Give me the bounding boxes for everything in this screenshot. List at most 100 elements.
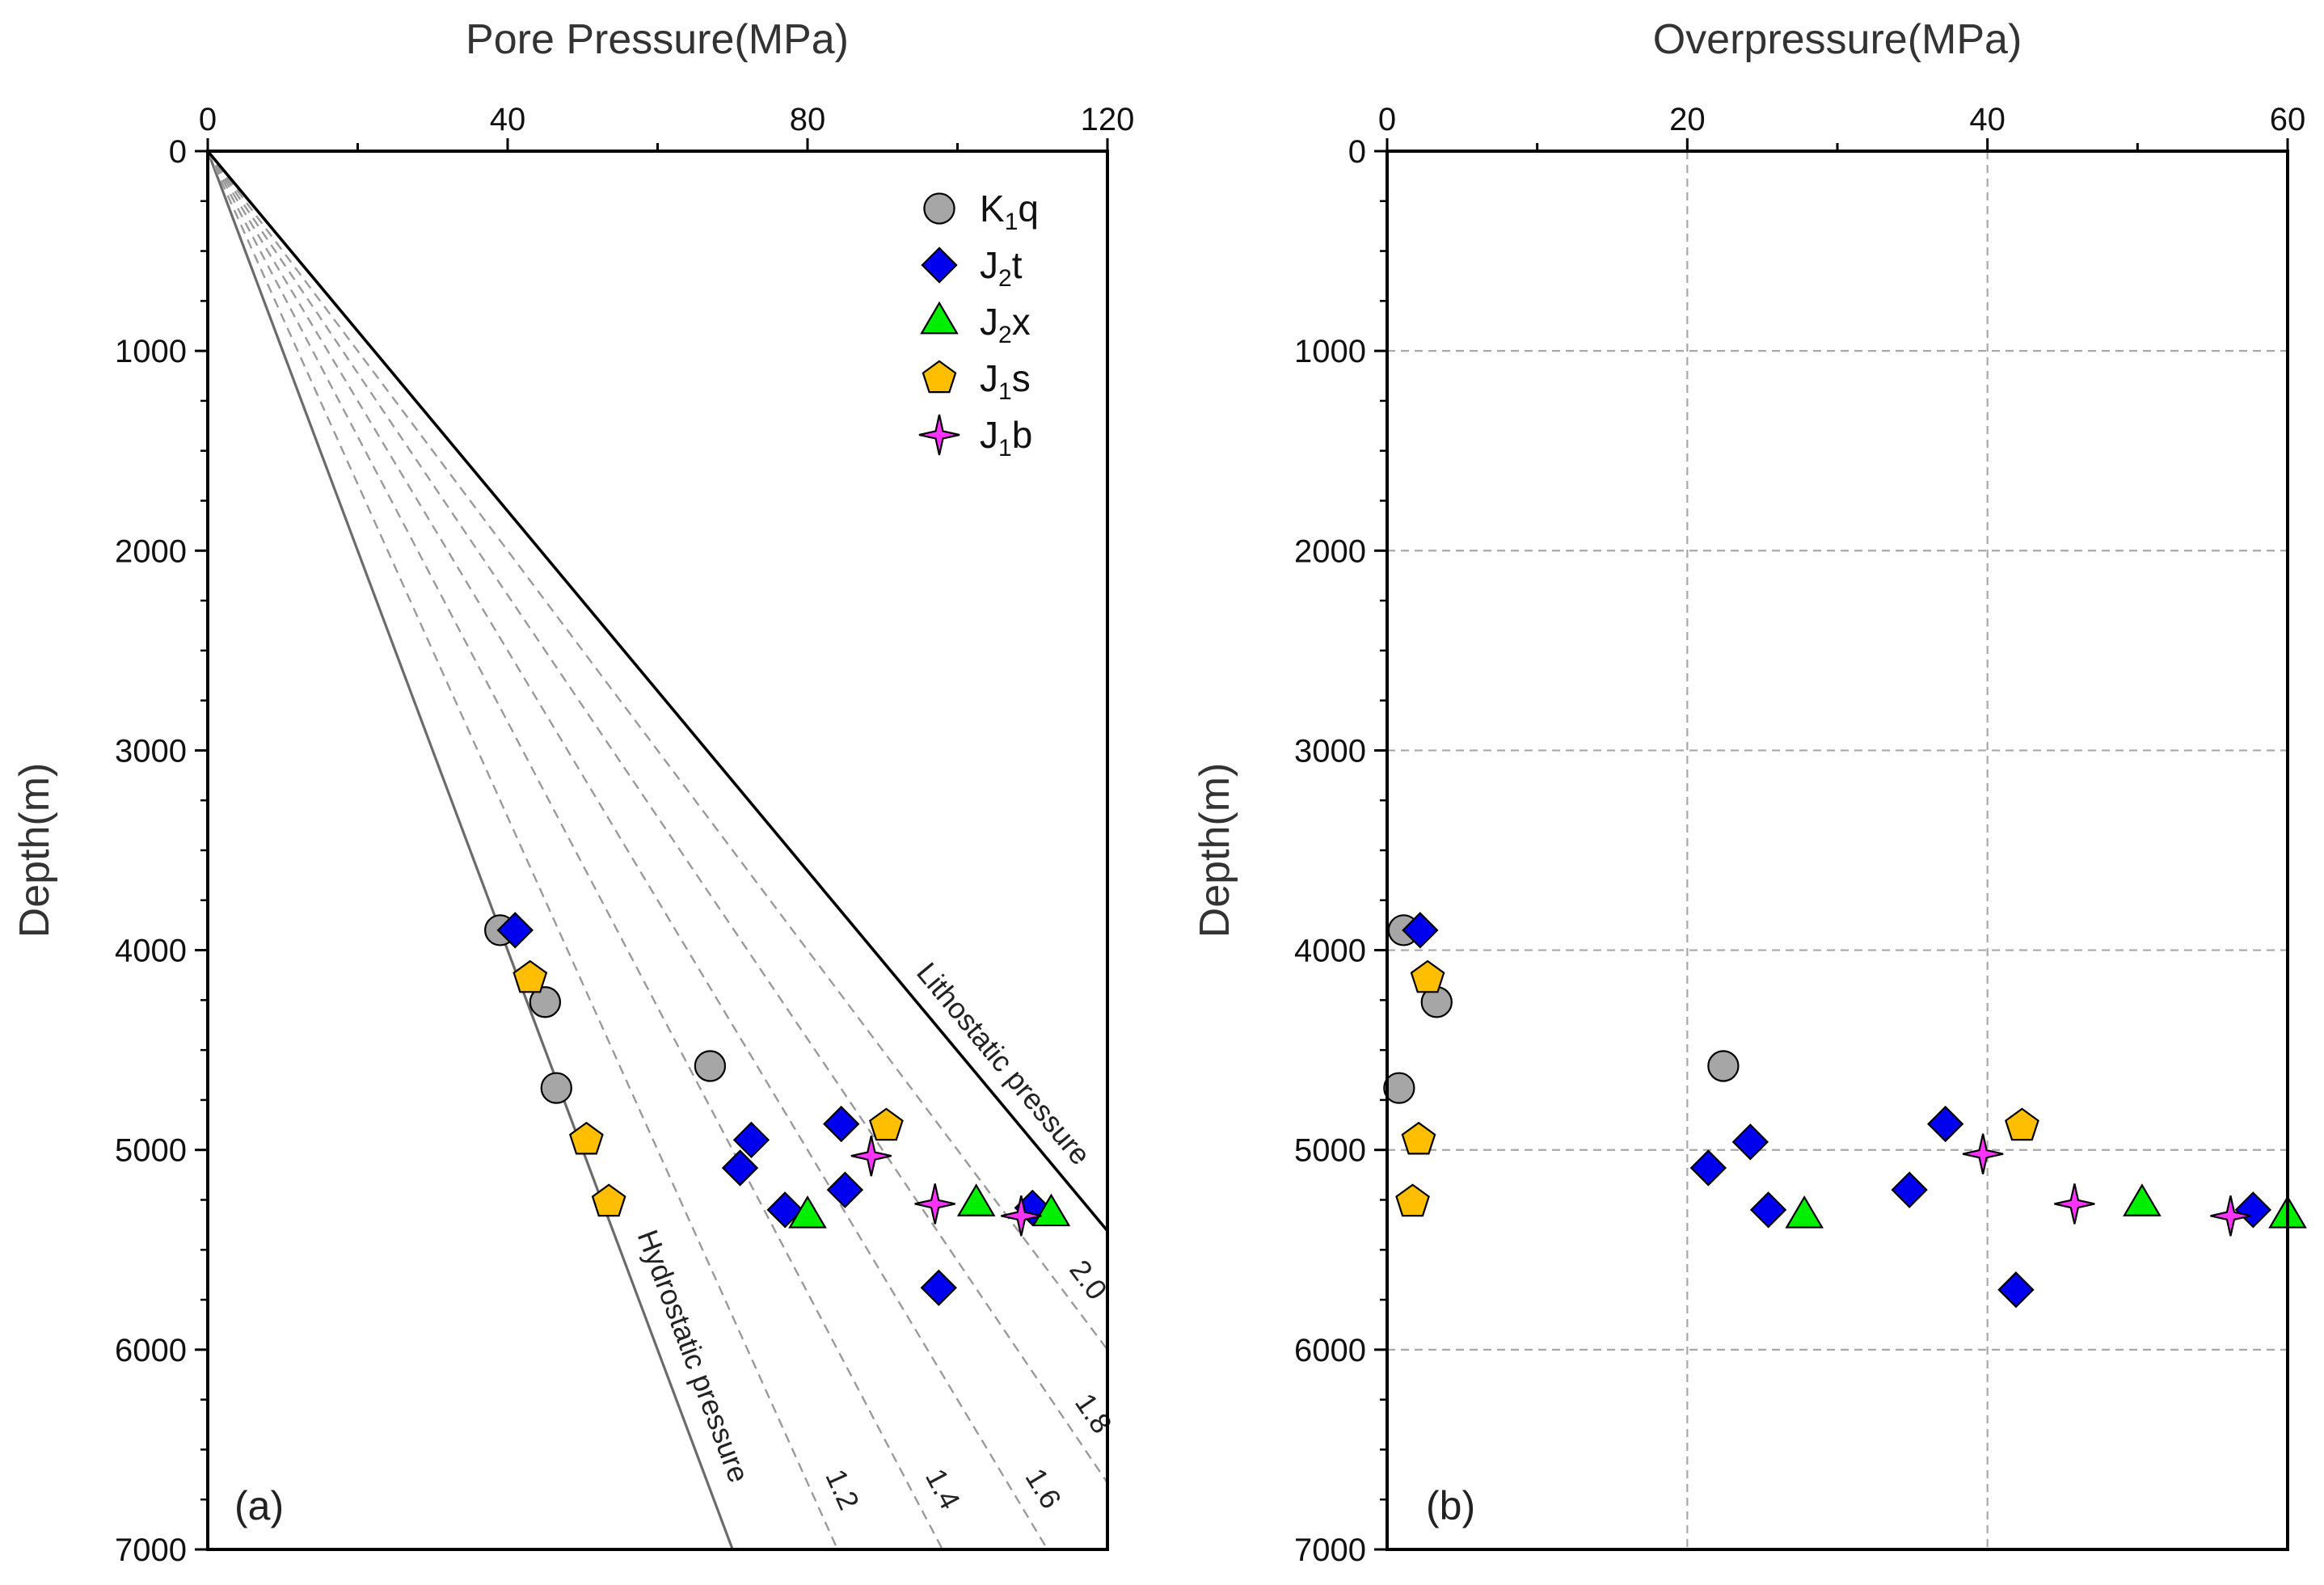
pore-pressure-y-axis-title: Depth(m) bbox=[11, 763, 58, 938]
J1b-point bbox=[2210, 1195, 2251, 1237]
overpressure-axis-ticks: 0 20 40 60 0 1000 2000 3000 4000 5000 6000 7000 bbox=[1294, 102, 2305, 1568]
J2x-point bbox=[2123, 1183, 2162, 1216]
overpressure-x-tick-label: 60 bbox=[2270, 102, 2306, 137]
overpressure-y-tick-label: 2000 bbox=[1294, 533, 1366, 569]
J1s-point bbox=[1395, 1183, 1430, 1217]
J1s-point bbox=[591, 1183, 626, 1217]
J1s-point bbox=[512, 959, 548, 993]
ratio-1.2-line bbox=[206, 150, 839, 1550]
panel-label-b: (b) bbox=[1426, 1483, 1475, 1528]
J1s-point bbox=[869, 1107, 904, 1141]
J2t-point bbox=[1731, 1123, 1769, 1161]
overpressure-y-tick-label: 6000 bbox=[1294, 1333, 1366, 1368]
pore-pressure-y-tick-label: 0 bbox=[169, 134, 187, 170]
J2t-point bbox=[766, 1191, 803, 1229]
overpressure-y-tick-label: 1000 bbox=[1294, 334, 1366, 369]
pore-pressure-x-tick-label: 40 bbox=[490, 102, 526, 137]
legend-marker-circle bbox=[923, 192, 955, 225]
pore-pressure-y-tick-label: 7000 bbox=[115, 1532, 187, 1568]
K1q-point bbox=[1707, 1050, 1740, 1082]
J2t-point bbox=[2234, 1191, 2271, 1229]
overpressure-y-axis-title: Depth(m) bbox=[1192, 763, 1238, 938]
J1s-point bbox=[2005, 1107, 2039, 1141]
legend-item-j2x: J2x bbox=[920, 301, 1031, 348]
overpressure-x-tick-label: 20 bbox=[1669, 102, 1706, 137]
pore-pressure-x-tick-label: 0 bbox=[199, 102, 217, 137]
ratio-1.8-line bbox=[207, 150, 1108, 1484]
K1q-point bbox=[529, 986, 562, 1018]
legend-marker-triangle bbox=[920, 301, 959, 335]
J1b-point bbox=[1962, 1133, 2004, 1174]
pore-pressure-x-tick-label: 80 bbox=[790, 102, 826, 137]
J2t-point bbox=[1402, 912, 1439, 949]
legend-item-j1s: J1s bbox=[922, 357, 1031, 405]
J1s-point bbox=[1401, 1121, 1436, 1155]
pore-pressure-y-tick-label: 6000 bbox=[115, 1333, 187, 1368]
J1b-point bbox=[1001, 1195, 1042, 1237]
legend-label: K1q bbox=[980, 188, 1039, 235]
pore-pressure-x-tick-label: 120 bbox=[1081, 102, 1135, 137]
J1b-point bbox=[850, 1135, 892, 1177]
legend: K1q J2t J2x J1s J1b bbox=[918, 188, 1039, 462]
overpressure-y-tick-label: 0 bbox=[1348, 134, 1366, 170]
pore-pressure-data-points bbox=[484, 912, 1071, 1306]
overpressure-data-points bbox=[1383, 912, 2307, 1309]
ratio-2.0-line bbox=[207, 150, 1108, 1351]
panel-overpressure: 0 20 40 60 0 1000 2000 3000 4000 5000 6000 7000 Ove… bbox=[1192, 16, 2307, 1568]
pore-pressure-y-tick-label: 5000 bbox=[115, 1133, 187, 1169]
J1b-point bbox=[2054, 1183, 2095, 1225]
legend-label: J2t bbox=[980, 244, 1023, 292]
overpressure-y-tick-label: 4000 bbox=[1294, 934, 1366, 969]
pore-pressure-y-tick-label: 4000 bbox=[115, 934, 187, 969]
J2x-point bbox=[1785, 1195, 1824, 1229]
J1s-point bbox=[569, 1121, 604, 1155]
J2t-point bbox=[732, 1121, 770, 1159]
K1q-point bbox=[1383, 1072, 1415, 1104]
J2x-point bbox=[788, 1195, 827, 1229]
panel-label-a: (a) bbox=[234, 1483, 284, 1528]
J1b-point bbox=[914, 1183, 955, 1225]
pore-pressure-y-tick-label: 3000 bbox=[115, 733, 187, 769]
legend-item-k1q: K1q bbox=[923, 188, 1039, 235]
ratio-1.4-line bbox=[206, 150, 944, 1550]
overpressure-x-tick-label: 0 bbox=[1378, 102, 1396, 137]
J2t-point bbox=[496, 912, 534, 949]
overpressure-y-tick-label: 5000 bbox=[1294, 1133, 1366, 1169]
J2t-point bbox=[1891, 1171, 1928, 1208]
J2t-point bbox=[1749, 1191, 1787, 1229]
pore-pressure-x-axis-title: Pore Pressure(MPa) bbox=[466, 16, 849, 63]
J2t-point bbox=[920, 1269, 957, 1306]
overpressure-y-tick-label: 7000 bbox=[1294, 1532, 1366, 1568]
legend-item-j1b: J1b bbox=[918, 414, 1032, 462]
overpressure-y-tick-label: 3000 bbox=[1294, 733, 1366, 769]
pore-pressure-y-tick-label: 1000 bbox=[115, 334, 187, 369]
J2t-point bbox=[721, 1149, 759, 1187]
pore-pressure-axis-ticks: 0 40 80 120 0 1000 2000 3000 4000 5000 6000 7000 bbox=[115, 102, 1134, 1568]
ratio-1.6-line bbox=[206, 150, 1048, 1550]
overpressure-x-tick-label: 40 bbox=[1969, 102, 2006, 137]
K1q-point bbox=[540, 1072, 572, 1104]
J2t-point bbox=[1689, 1149, 1727, 1187]
legend-item-j2t: J2t bbox=[921, 244, 1023, 292]
hydrostatic-line bbox=[206, 150, 734, 1550]
overpressure-plot-frame bbox=[1386, 150, 2289, 1551]
legend-label: J1b bbox=[980, 414, 1032, 462]
lithostatic-line bbox=[206, 150, 1109, 1233]
J2t-point bbox=[826, 1171, 864, 1208]
pore-pressure-y-tick-label: 2000 bbox=[115, 533, 187, 569]
legend-label: J2x bbox=[980, 301, 1031, 348]
J2t-point bbox=[1997, 1271, 2035, 1309]
J2t-point bbox=[823, 1105, 860, 1143]
legend-marker-pentagon bbox=[922, 360, 957, 394]
legend-label: J1s bbox=[980, 357, 1031, 405]
K1q-point bbox=[694, 1050, 727, 1082]
J2x-point bbox=[956, 1183, 996, 1216]
legend-marker-diamond bbox=[921, 247, 958, 284]
J2t-point bbox=[1927, 1105, 1964, 1143]
pore-pressure-plot-frame bbox=[206, 150, 1109, 1551]
J2x-point bbox=[1031, 1193, 1071, 1227]
overpressure-x-axis-title: Overpressure(MPa) bbox=[1653, 16, 2022, 63]
legend-marker-star bbox=[918, 414, 960, 456]
